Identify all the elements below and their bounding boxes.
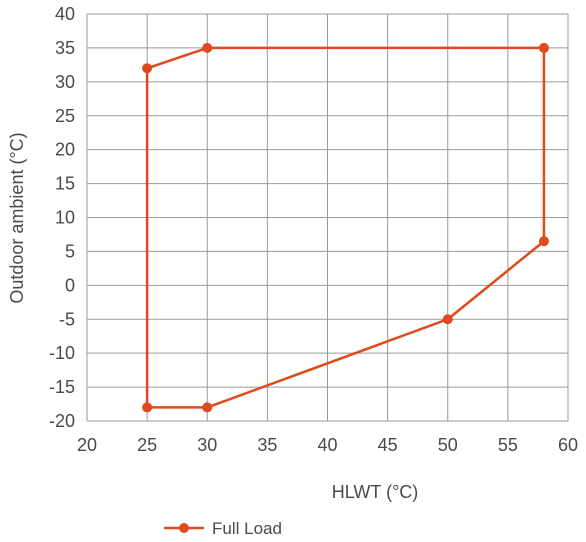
legend-label-full-load: Full Load: [212, 519, 282, 537]
data-point: [142, 63, 153, 74]
x-tick-label: 50: [438, 435, 458, 455]
y-axis-title: Outdoor ambient (°C): [7, 132, 27, 303]
legend-marker-full-load: [179, 523, 189, 533]
series-layer: [142, 42, 549, 413]
y-tick-label: -15: [49, 377, 75, 397]
x-tick-labels: 20 25 30 35 40 45 50 55 60: [77, 435, 578, 455]
y-tick-label: 40: [55, 4, 75, 24]
x-tick-label: 45: [378, 435, 398, 455]
x-axis-title: HLWT (°C): [332, 482, 419, 502]
x-tick-label: 40: [317, 435, 337, 455]
y-tick-label: 5: [65, 241, 75, 261]
data-point: [202, 402, 213, 413]
data-point: [538, 236, 549, 247]
data-point: [142, 402, 153, 413]
x-tick-label: 20: [77, 435, 97, 455]
y-tick-label: 30: [55, 72, 75, 92]
x-tick-label: 35: [257, 435, 277, 455]
y-tick-label: 15: [55, 174, 75, 194]
y-tick-label: 20: [55, 140, 75, 160]
y-tick-labels: 40 35 30 25 20 15 10 5 0 -5 -10 -15 -20: [49, 4, 75, 431]
data-point: [442, 314, 453, 325]
y-tick-label: -5: [59, 309, 75, 329]
y-tick-label: 35: [55, 38, 75, 58]
x-tick-label: 25: [137, 435, 157, 455]
y-tick-label: 10: [55, 208, 75, 228]
x-tick-label: 60: [558, 435, 578, 455]
y-tick-label: -20: [49, 411, 75, 431]
y-tick-label: 25: [55, 106, 75, 126]
data-point: [202, 42, 213, 53]
data-point: [538, 42, 549, 53]
legend: Full Load: [164, 519, 282, 538]
y-tick-label: -10: [49, 343, 75, 363]
series-line-full-load: [145, 46, 546, 409]
grid: [86, 13, 569, 422]
x-tick-label: 55: [498, 435, 518, 455]
y-tick-label: 0: [65, 275, 75, 295]
x-tick-label: 30: [197, 435, 217, 455]
